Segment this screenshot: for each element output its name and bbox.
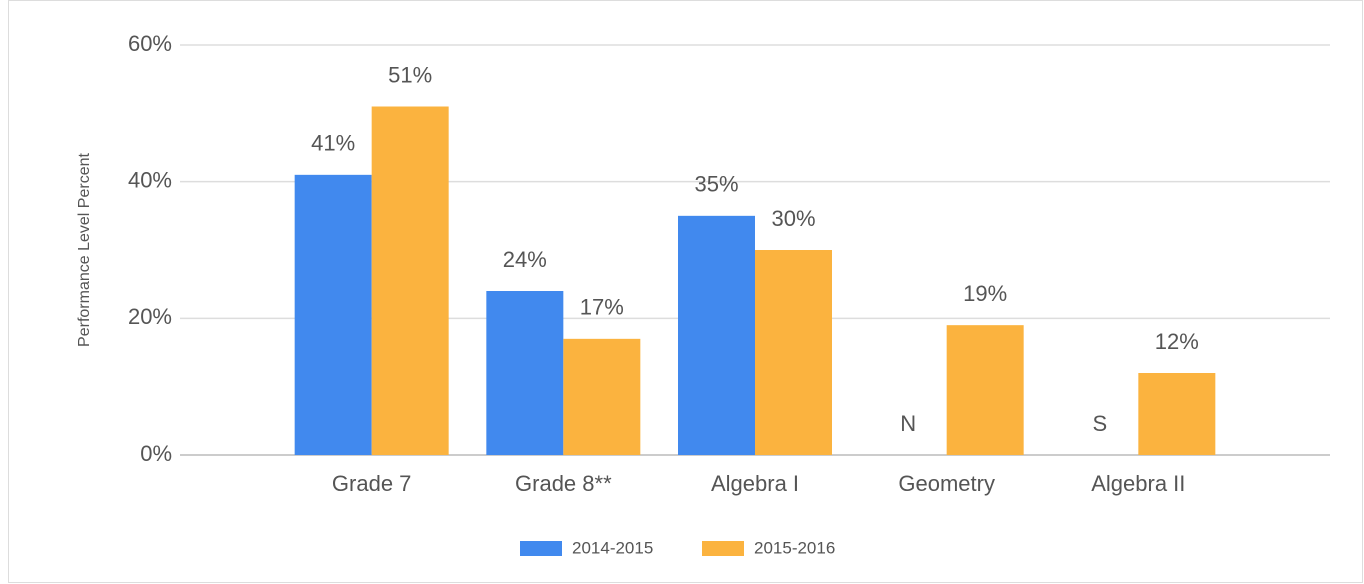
data-label: 24% <box>503 247 547 272</box>
x-tick-label: Grade 8** <box>515 471 612 496</box>
data-label: S <box>1092 411 1107 436</box>
bar <box>486 291 564 455</box>
x-tick-label: Algebra II <box>1091 471 1185 496</box>
x-tick-label: Grade 7 <box>332 471 412 496</box>
data-label: 35% <box>694 172 738 197</box>
data-label: 30% <box>771 206 815 231</box>
y-tick-label: 0% <box>140 441 172 466</box>
data-label: 41% <box>311 131 355 156</box>
legend-label: 2015-2016 <box>754 538 835 557</box>
bar <box>563 338 641 455</box>
data-label: N <box>900 411 916 436</box>
y-tick-label: 60% <box>128 31 172 56</box>
data-label: 12% <box>1155 329 1199 354</box>
y-axis-label: Performance Level Percent <box>76 153 93 347</box>
x-tick-label: Geometry <box>898 471 995 496</box>
data-label: 19% <box>963 281 1007 306</box>
data-label: 17% <box>580 295 624 320</box>
data-label: 51% <box>388 62 432 87</box>
legend-swatch <box>520 541 562 556</box>
legend-label: 2014-2015 <box>572 538 653 557</box>
legend-swatch <box>702 541 744 556</box>
bar <box>946 325 1024 455</box>
bar <box>371 106 449 455</box>
bar <box>678 215 755 455</box>
bar <box>755 250 832 455</box>
bar <box>1138 373 1216 455</box>
y-tick-label: 40% <box>128 167 172 192</box>
bar <box>294 174 372 456</box>
x-tick-label: Algebra I <box>711 471 799 496</box>
y-tick-label: 20% <box>128 304 172 329</box>
